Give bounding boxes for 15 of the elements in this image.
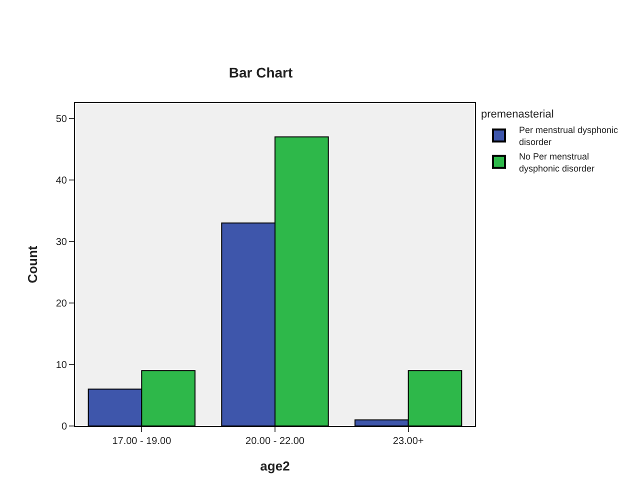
- y-tick-label: 30: [56, 236, 68, 248]
- y-tick-label: 10: [56, 360, 68, 371]
- chart-title: Bar Chart: [228, 64, 293, 80]
- x-tick-label: 23.00+: [392, 436, 424, 447]
- y-axis-title: Count: [24, 245, 40, 284]
- legend-title: premenasterial: [481, 108, 554, 120]
- legend-label: No Per menstrual dysphonic disorder: [519, 152, 595, 174]
- y-tick-label: 20: [56, 298, 68, 310]
- x-tick-label: 20.00 - 22.00: [246, 436, 305, 447]
- y-tick-label: 0: [61, 422, 68, 432]
- y-tick-label: 50: [56, 114, 68, 125]
- y-tick-label: 40: [56, 175, 68, 186]
- x-tick-label: 17.00 - 19.00: [112, 436, 172, 447]
- x-axis-title: age2: [260, 458, 290, 474]
- legend-label: Per menstrual dysphonic disorder: [519, 125, 619, 147]
